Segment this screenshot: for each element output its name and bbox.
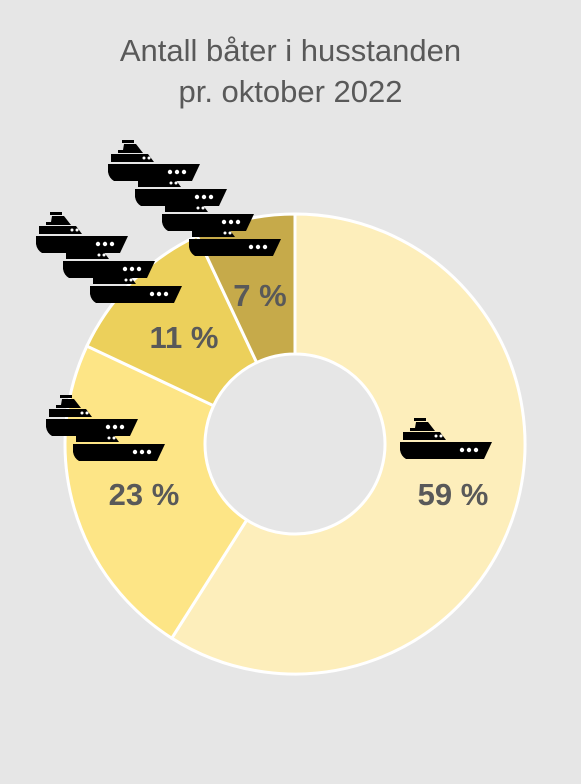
slice-labels: 59 % 23 % 11 % 7 % <box>109 278 489 512</box>
slice-label-4: 7 % <box>233 278 286 313</box>
donut-slice-3 <box>84 233 259 408</box>
chart-title-line-2: pr. oktober 2022 <box>178 74 403 109</box>
slice-label-1: 59 % <box>418 477 489 512</box>
chart-title: Antall båter i husstanden pr. oktober 20… <box>0 30 581 112</box>
donut-slice-1 <box>169 212 527 676</box>
slice-label-2: 23 % <box>109 477 180 512</box>
chart-title-line-1: Antall båter i husstanden <box>119 33 462 68</box>
slice-label-3: 11 % <box>150 320 219 355</box>
